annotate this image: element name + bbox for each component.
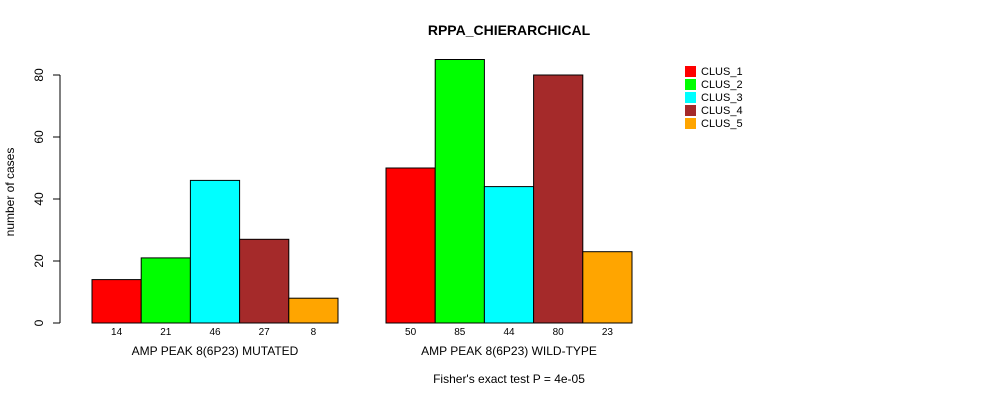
legend-swatch [685,118,696,129]
bar-clus-4-group-1 [239,238,290,324]
bars-group [91,59,633,324]
y-tick-label: 60 [32,130,46,144]
category-label: AMP PEAK 8(6P23) WILD-TYPE [421,344,597,358]
bar-count-label: 85 [454,327,466,338]
fisher-test-footnote: Fisher's exact test P = 4e-05 [433,372,585,386]
y-tick-label: 80 [32,68,46,82]
category-label: AMP PEAK 8(6P23) MUTATED [132,344,299,358]
y-tick-label: 40 [32,192,46,206]
legend-label: CLUS_2 [701,79,743,91]
bar-count-label: 27 [259,327,271,338]
legend-swatch [685,92,696,103]
bar-count-label: 14 [111,327,123,338]
legend-swatch [685,66,696,77]
category-labels: AMP PEAK 8(6P23) MUTATED AMP PEAK 8(6P23)… [132,344,597,358]
bar-clus-2-group-2 [434,59,485,324]
bar-clus-3-group-2 [483,186,535,324]
bar-clus-1-group-2 [385,167,436,324]
legend-label: CLUS_3 [701,92,743,104]
legend-swatch [685,79,696,90]
y-axis: 0 20 40 60 80 [32,68,61,326]
bar-count-label: 21 [160,327,172,338]
bar-count-label: 80 [553,327,565,338]
y-tick-label: 20 [32,254,46,268]
y-tick-label: 0 [32,319,46,326]
count-labels: 14 21 46 27 8 50 85 44 80 23 [111,327,613,338]
bar-clus-2-group-1 [140,257,191,324]
chart-title: RPPA_CHIERARCHICAL [428,22,591,38]
y-axis-label: number of cases [3,148,17,237]
bar-clus-1-group-1 [91,279,142,324]
bar-count-label: 8 [311,327,317,338]
legend-label: CLUS_4 [701,105,743,117]
bar-count-label: 44 [503,327,515,338]
bar-clus-4-group-2 [533,74,584,324]
bar-count-label: 46 [209,327,221,338]
bar-clus-3-group-1 [189,179,241,324]
legend-label: CLUS_1 [701,66,743,78]
bar-count-label: 50 [405,327,417,338]
bar-clus-5-group-2 [582,251,633,324]
bar-count-label: 23 [602,327,614,338]
bar-clus-5-group-1 [288,297,339,324]
legend-swatch [685,105,696,116]
legend-label: CLUS_5 [701,118,743,130]
